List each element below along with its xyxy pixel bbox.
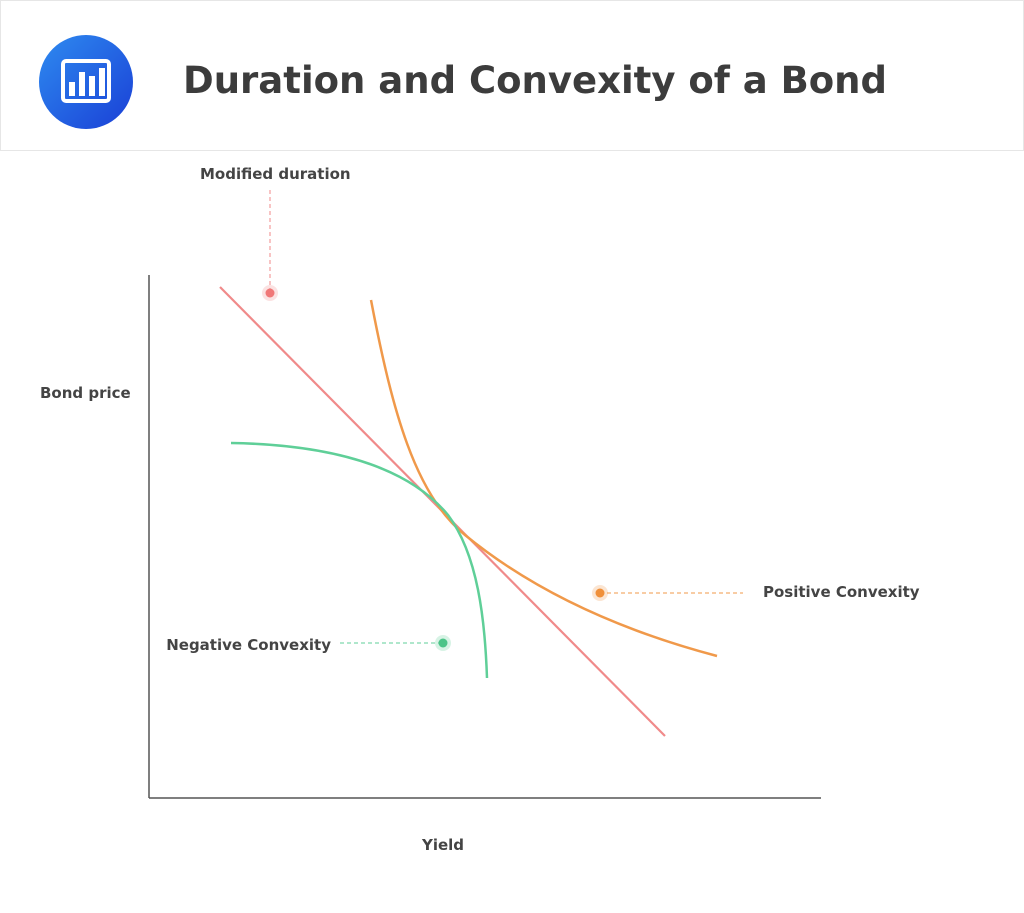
positive-convexity-curve bbox=[369, 299, 718, 658]
title: Duration and Convexity of a Bond bbox=[183, 59, 887, 102]
modified-duration-label: Modified duration bbox=[200, 165, 351, 183]
x-axis-label: Yield bbox=[421, 836, 464, 854]
y-axis-label: Bond price bbox=[40, 384, 131, 402]
modified-duration-marker bbox=[262, 190, 278, 301]
axes bbox=[148, 275, 821, 799]
negative-convexity-curve bbox=[230, 441, 489, 679]
header-band bbox=[0, 0, 1024, 151]
positive-convexity-marker bbox=[592, 585, 743, 601]
positive-convexity-label: Positive Convexity bbox=[763, 583, 920, 601]
negative-convexity-label: Negative Convexity bbox=[166, 636, 331, 654]
logo-icon bbox=[39, 35, 133, 129]
negative-convexity-marker bbox=[340, 635, 451, 651]
